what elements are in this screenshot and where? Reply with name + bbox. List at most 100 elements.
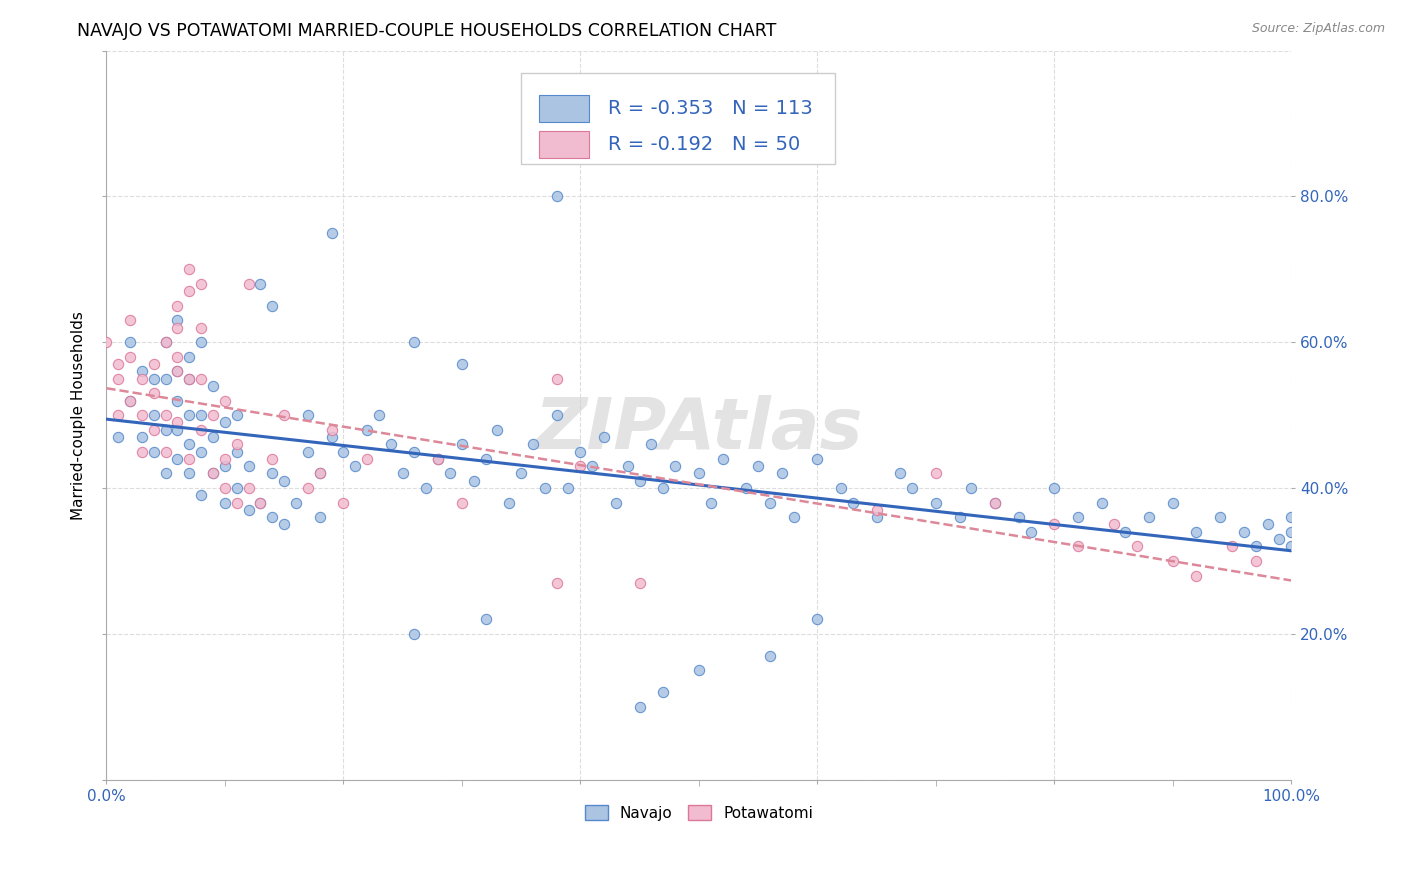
- Point: [131, 372, 153, 386]
- Point: [321, 423, 343, 437]
- Point: [225, 495, 247, 509]
- Point: [120, 393, 142, 408]
- Point: [321, 226, 343, 240]
- Point: [380, 437, 402, 451]
- Point: [498, 495, 520, 509]
- Point: [688, 663, 710, 677]
- Point: [155, 335, 177, 350]
- Point: [865, 510, 887, 524]
- Point: [107, 430, 129, 444]
- Point: [166, 320, 188, 334]
- Point: [107, 408, 129, 422]
- Point: [533, 481, 555, 495]
- Point: [1008, 510, 1031, 524]
- Point: [131, 364, 153, 378]
- Point: [166, 313, 188, 327]
- Point: [190, 423, 212, 437]
- Point: [699, 495, 721, 509]
- Point: [273, 474, 295, 488]
- Point: [120, 393, 142, 408]
- Point: [1161, 495, 1184, 509]
- Point: [415, 481, 437, 495]
- Point: [1185, 524, 1208, 539]
- Point: [155, 444, 177, 458]
- Point: [1244, 539, 1267, 553]
- Point: [439, 467, 461, 481]
- Point: [214, 451, 236, 466]
- Point: [131, 408, 153, 422]
- Point: [1161, 554, 1184, 568]
- Point: [782, 510, 804, 524]
- Point: [321, 430, 343, 444]
- Point: [391, 467, 413, 481]
- Point: [285, 495, 308, 509]
- Point: [1268, 532, 1291, 546]
- Point: [1091, 495, 1114, 509]
- Point: [142, 372, 165, 386]
- Point: [356, 451, 378, 466]
- Point: [131, 444, 153, 458]
- Point: [202, 408, 225, 422]
- Point: [759, 495, 782, 509]
- Point: [842, 495, 865, 509]
- Point: [155, 335, 177, 350]
- Point: [581, 459, 603, 474]
- Text: R = -0.192   N = 50: R = -0.192 N = 50: [607, 136, 800, 154]
- Point: [546, 575, 568, 590]
- Point: [1244, 554, 1267, 568]
- Point: [120, 335, 142, 350]
- Point: [367, 408, 389, 422]
- Point: [569, 459, 592, 474]
- Point: [308, 510, 330, 524]
- Point: [190, 320, 212, 334]
- Point: [1126, 539, 1149, 553]
- Point: [249, 277, 271, 291]
- Point: [1067, 510, 1090, 524]
- Point: [308, 467, 330, 481]
- Point: [1279, 524, 1302, 539]
- Point: [214, 416, 236, 430]
- Point: [107, 372, 129, 386]
- Point: [711, 451, 734, 466]
- Point: [463, 474, 485, 488]
- Point: [344, 459, 367, 474]
- Point: [202, 430, 225, 444]
- Point: [155, 467, 177, 481]
- Point: [510, 467, 533, 481]
- Point: [238, 277, 260, 291]
- Point: [225, 444, 247, 458]
- Point: [238, 481, 260, 495]
- Point: [759, 648, 782, 663]
- Point: [297, 408, 319, 422]
- Point: [179, 284, 201, 298]
- Point: [179, 262, 201, 277]
- Point: [179, 467, 201, 481]
- Point: [486, 423, 509, 437]
- Point: [984, 495, 1007, 509]
- Point: [569, 444, 592, 458]
- Point: [404, 444, 426, 458]
- Point: [652, 685, 675, 699]
- Point: [450, 437, 472, 451]
- Point: [179, 372, 201, 386]
- Point: [1279, 510, 1302, 524]
- Point: [427, 451, 450, 466]
- Point: [984, 495, 1007, 509]
- Point: [262, 299, 284, 313]
- Point: [190, 277, 212, 291]
- Point: [262, 467, 284, 481]
- Point: [166, 393, 188, 408]
- Point: [640, 437, 662, 451]
- Point: [925, 467, 948, 481]
- Point: [474, 612, 496, 626]
- Point: [238, 459, 260, 474]
- Point: [179, 437, 201, 451]
- Point: [1043, 481, 1066, 495]
- Point: [166, 364, 188, 378]
- Point: [546, 408, 568, 422]
- Point: [155, 408, 177, 422]
- Point: [735, 481, 758, 495]
- Point: [262, 510, 284, 524]
- Point: [427, 451, 450, 466]
- Point: [249, 495, 271, 509]
